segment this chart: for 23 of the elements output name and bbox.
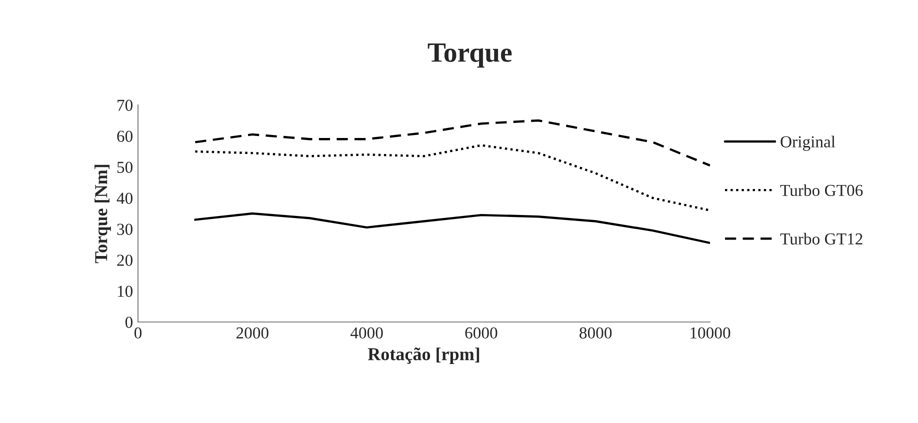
x-tick-label: 0: [134, 327, 142, 339]
x-tick-label: 4000: [350, 327, 383, 339]
y-tick-label: 50: [117, 162, 133, 173]
x-tick-label: 6000: [465, 327, 498, 339]
x-tick-label: 10000: [690, 327, 730, 339]
line-series: [194, 119, 710, 167]
y-tick-label: 70: [118, 100, 133, 111]
chart-title: Torque: [428, 43, 512, 68]
x-tick-label: 8000: [580, 327, 612, 339]
legend-label: Turbo GT12: [780, 232, 862, 245]
legend-label: Turbo GT06: [780, 184, 863, 196]
x-tick-label: 2000: [236, 327, 268, 339]
legend-label: Original: [780, 136, 836, 151]
x-axis-title: Rotação [rpm]: [368, 348, 480, 364]
y-tick-label: 30: [117, 224, 133, 235]
line-series: [194, 144, 710, 212]
y-tick-label: 20: [117, 254, 133, 266]
line-series: [194, 212, 710, 244]
y-tick-label: 40: [116, 192, 133, 204]
y-tick-label: 10: [118, 286, 133, 297]
y-axis-title: Torque [Nm]: [94, 164, 111, 264]
y-tick-label: 60: [117, 130, 133, 142]
y-tick-label: 0: [125, 316, 133, 328]
